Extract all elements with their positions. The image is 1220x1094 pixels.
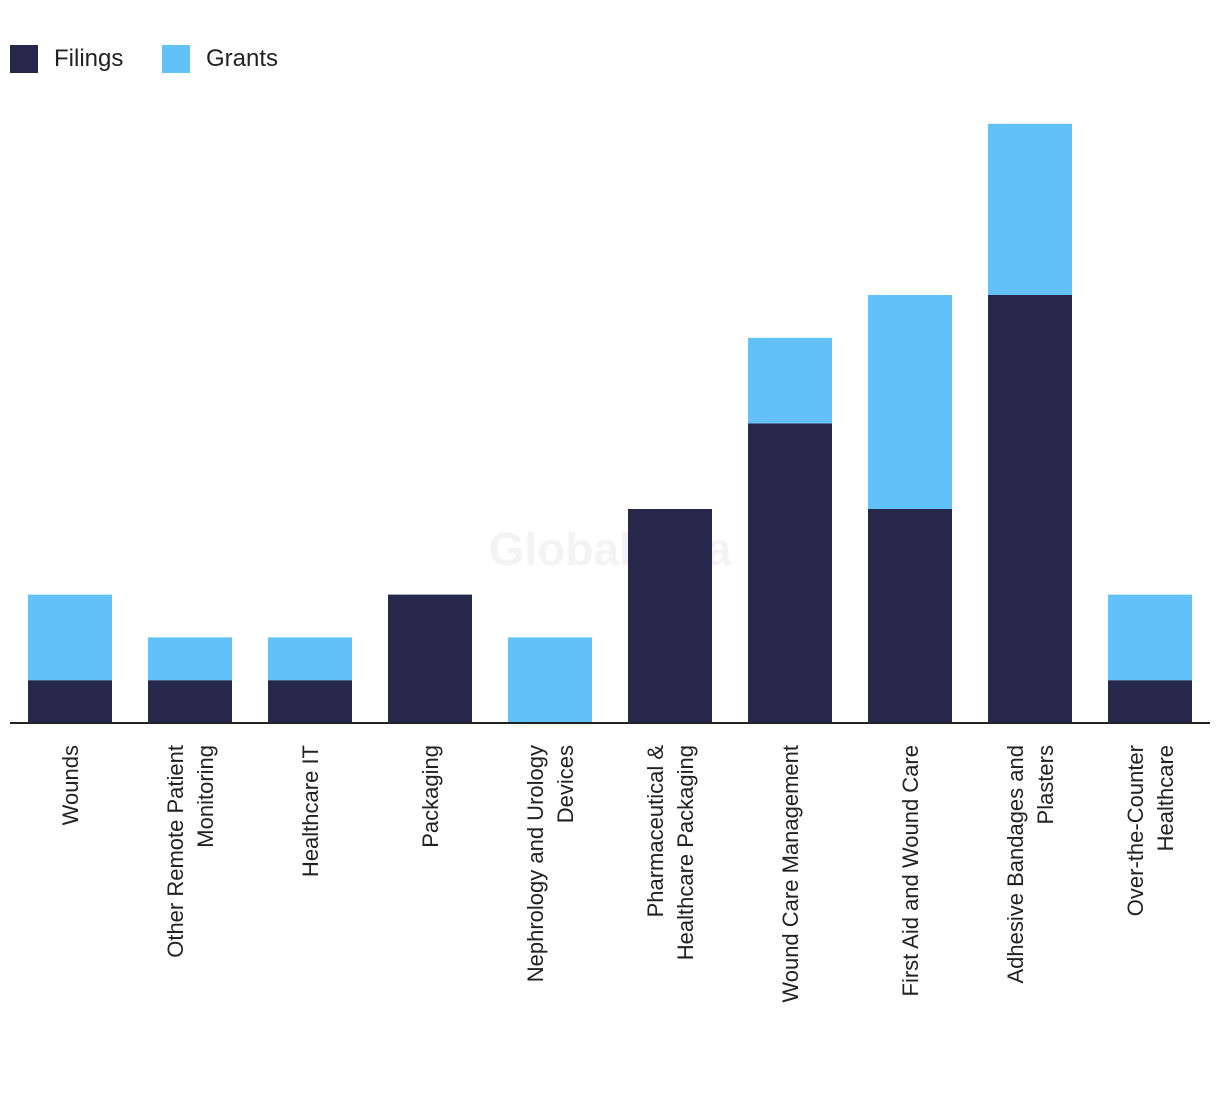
x-tick-label-9: Over-the-Counter Healthcare	[1123, 745, 1178, 916]
bar-grants-8	[988, 123, 1072, 295]
bar-filings-7	[868, 509, 952, 723]
x-tick-label-line: Healthcare	[1153, 745, 1178, 851]
bar-filings-1	[148, 680, 232, 723]
bar-grants-7	[868, 295, 952, 509]
bar-grants-0	[28, 594, 112, 681]
x-tick-label-line: Packaging	[418, 745, 443, 848]
x-tick-label-6: Wound Care Management	[778, 745, 803, 1003]
bar-grants-1	[148, 637, 232, 681]
x-tick-label-8: Adhesive Bandages and Plasters	[1003, 745, 1058, 984]
legend-label-grants: Grants	[206, 45, 278, 72]
x-tick-label-line: Healthcare Packaging	[673, 745, 698, 960]
x-tick-label-line: Other Remote Patient	[163, 745, 188, 958]
x-tick-label-line: Over-the-Counter	[1123, 745, 1148, 916]
bar-filings-5	[628, 509, 712, 723]
bar-filings-8	[988, 295, 1072, 723]
x-tick-label-5: Pharmaceutical & Healthcare Packaging	[643, 745, 698, 961]
x-tick-label-line: First Aid and Wound Care	[898, 745, 923, 997]
bar-filings-9	[1108, 680, 1192, 723]
x-tick-label-0: Wounds	[58, 745, 83, 825]
bar-grants-2	[268, 637, 352, 681]
bar-filings-2	[268, 680, 352, 723]
bar-filings-6	[748, 423, 832, 723]
x-tick-label-line: Nephrology and Urology	[523, 745, 548, 982]
x-tick-label-2: Healthcare IT	[298, 745, 323, 877]
x-tick-label-7: First Aid and Wound Care	[898, 745, 923, 997]
bar-filings-3	[388, 594, 472, 723]
bar-grants-6	[748, 337, 832, 424]
bar-grants-9	[1108, 594, 1192, 681]
x-tick-label-3: Packaging	[418, 745, 443, 848]
x-tick-label-4: Nephrology and Urology Devices	[523, 745, 578, 982]
x-tick-label-line: Plasters	[1033, 745, 1058, 824]
x-tick-label-line: Wound Care Management	[778, 745, 803, 1003]
x-tick-labels: Wounds Other Remote Patient Monitoring Heal…	[58, 745, 1178, 1003]
x-tick-label-line: Monitoring	[193, 745, 218, 848]
legend-label-filings: Filings	[54, 45, 123, 72]
x-tick-label-line: Healthcare IT	[298, 745, 323, 877]
legend-swatch-filings	[10, 45, 38, 73]
x-tick-label-line: Pharmaceutical &	[643, 745, 668, 918]
x-tick-label-line: Adhesive Bandages and	[1003, 745, 1028, 984]
x-tick-label-line: Devices	[553, 745, 578, 823]
bar-grants-4	[508, 637, 592, 723]
x-tick-label-line: Wounds	[58, 745, 83, 825]
bar-filings-0	[28, 680, 112, 723]
x-tick-label-1: Other Remote Patient Monitoring	[163, 745, 218, 958]
legend: Filings Grants	[10, 45, 278, 73]
bars	[28, 123, 1192, 723]
legend-swatch-grants	[162, 45, 190, 73]
